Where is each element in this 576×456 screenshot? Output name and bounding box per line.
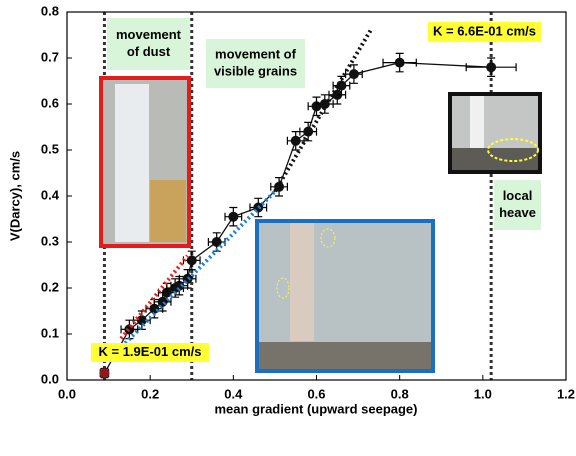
y-tick-label: 0.0 xyxy=(41,371,59,386)
y-tick-label: 0.6 xyxy=(41,95,59,110)
photo-column xyxy=(115,84,149,242)
x-tick-label: 0.0 xyxy=(58,386,76,401)
x-tick-label: 0.8 xyxy=(391,386,409,401)
x-tick-label: 0.6 xyxy=(307,386,325,401)
y-tick-label: 0.2 xyxy=(41,279,59,294)
y-tick-label: 0.8 xyxy=(41,3,59,18)
photo-detail xyxy=(150,180,186,242)
data-point xyxy=(486,62,496,72)
y-tick-label: 0.3 xyxy=(41,233,59,248)
annotation-text: K = 6.6E-01 cm/s xyxy=(433,23,536,38)
y-tick-label: 0.4 xyxy=(41,187,60,202)
x-tick-label: 1.2 xyxy=(557,386,575,401)
data-point xyxy=(228,212,238,222)
x-axis-label: mean gradient (upward seepage) xyxy=(215,401,418,416)
x-tick-label: 0.4 xyxy=(224,386,243,401)
y-tick-label: 0.1 xyxy=(41,325,59,340)
data-point xyxy=(395,58,405,68)
annotation-text: local xyxy=(503,188,533,203)
data-point xyxy=(183,274,193,284)
photo-bed xyxy=(259,342,431,369)
data-point xyxy=(291,136,301,146)
annotation-text: visible grains xyxy=(214,63,297,78)
annotation-text: of dust xyxy=(127,44,171,59)
y-tick-label: 0.7 xyxy=(41,49,59,64)
x-tick-label: 0.2 xyxy=(141,386,159,401)
data-point xyxy=(99,368,109,378)
annotation-text: movement xyxy=(116,27,182,42)
data-point xyxy=(349,69,359,79)
photo-rod xyxy=(290,223,314,341)
x-tick-label: 1.0 xyxy=(474,386,492,401)
y-tick-label: 0.5 xyxy=(41,141,59,156)
chart: mean gradient (upward seepage) V(Darcy),… xyxy=(0,0,576,451)
annotation-text: K = 1.9E-01 cm/s xyxy=(99,344,202,359)
y-axis-label: V(Darcy), cm/s xyxy=(7,151,22,241)
annotation-text: heave xyxy=(499,205,536,220)
annotation-text: movement of xyxy=(215,46,297,61)
